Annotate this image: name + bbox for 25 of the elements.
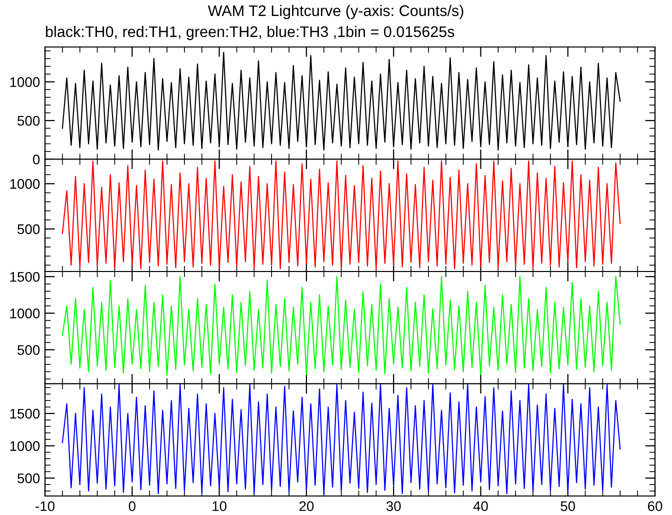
line-series (62, 276, 621, 376)
y-tick-label: 1000 (10, 77, 40, 88)
y-tick-label: 0 (32, 154, 40, 164)
y-tick-label: 1500 (10, 408, 40, 419)
x-tick-label: 30 (386, 501, 401, 512)
chart-subtitle: black:TH0, red:TH1, green:TH2, blue:TH3 ,1bin = 0.015625s (46, 26, 454, 40)
x-tick-label: 20 (299, 501, 314, 512)
line-series (62, 160, 621, 270)
y-tick-label: 1000 (10, 308, 40, 318)
x-tick-label: 10 (212, 501, 226, 512)
y-tick-label: 1000 (10, 179, 40, 189)
y-tick-label: 500 (18, 116, 40, 126)
y-tick-label: 500 (18, 473, 40, 484)
x-tick-label: 40 (473, 501, 488, 512)
x-tick-label: -10 (36, 501, 54, 512)
y-tick-label: 500 (18, 224, 40, 234)
chart-title: WAM T2 Lightcurve (y-axis: Counts/s) (208, 4, 464, 20)
y-tick-label: 1500 (10, 272, 40, 282)
x-tick-label: 0 (128, 501, 136, 512)
y-tick-label: 1000 (10, 441, 40, 451)
x-tick-label: 60 (648, 501, 662, 512)
y-tick-label: 500 (18, 345, 40, 355)
line-series (62, 384, 621, 495)
x-tick-label: 50 (560, 501, 576, 512)
line-series (62, 52, 621, 151)
